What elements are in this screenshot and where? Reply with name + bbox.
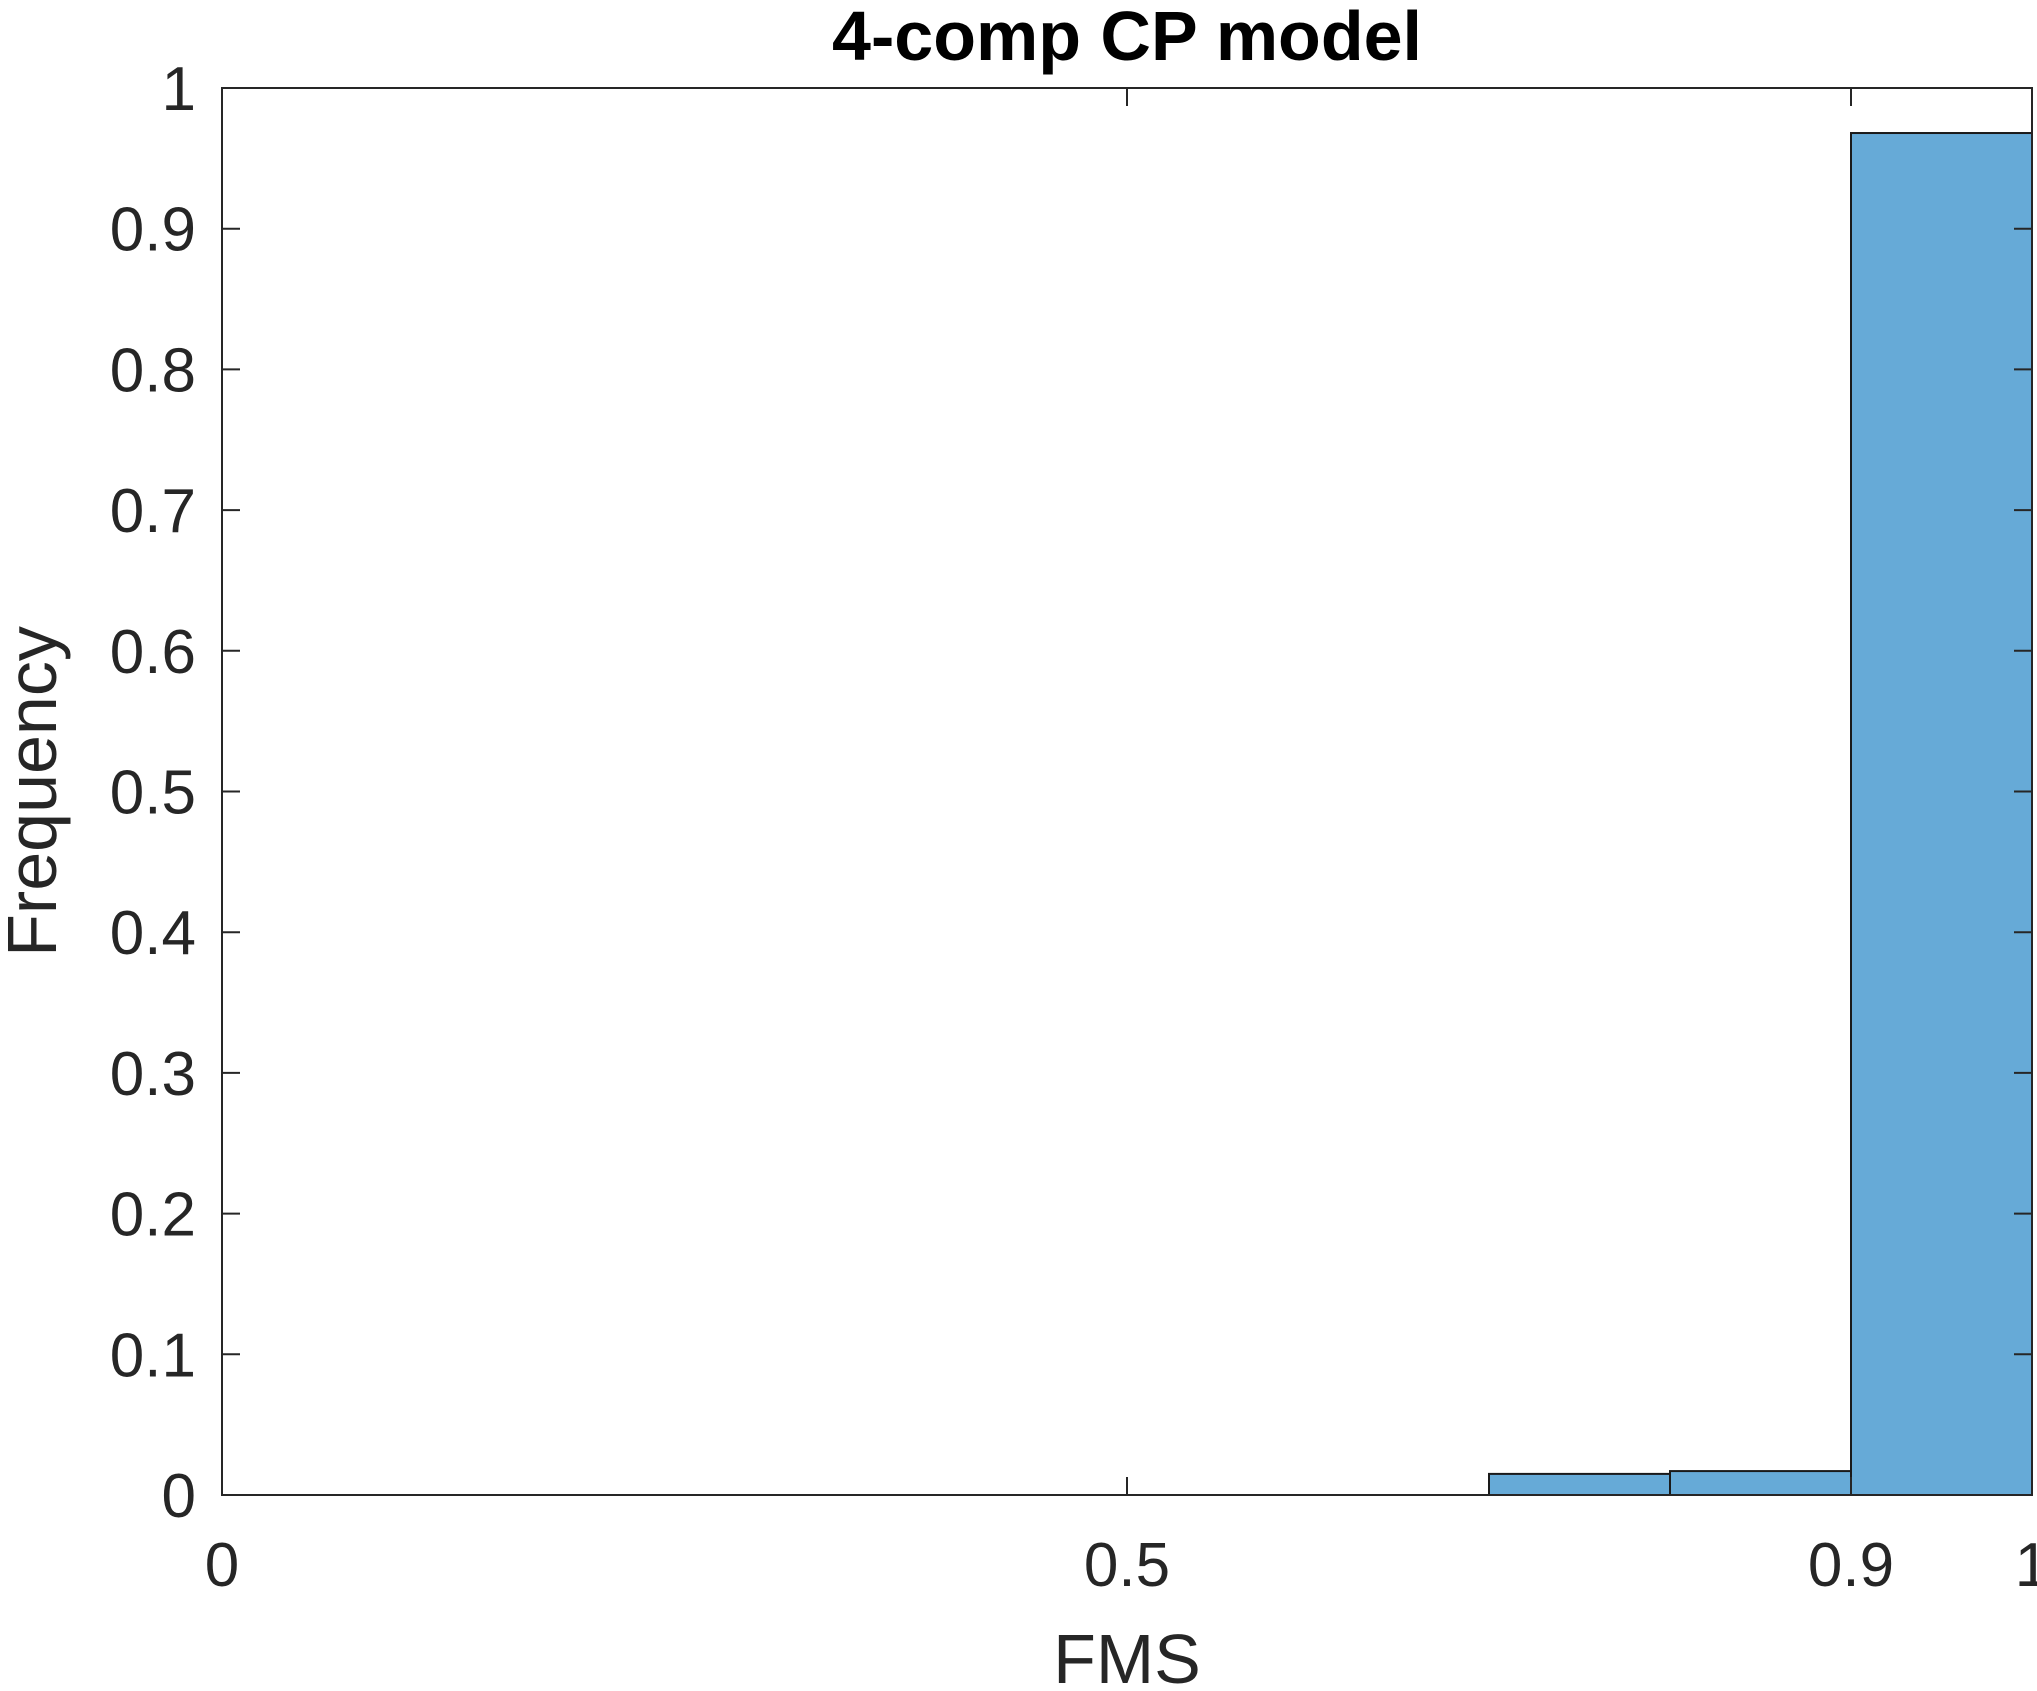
y-tick-label: 0.6 xyxy=(110,618,196,687)
y-tick-label: 0.1 xyxy=(110,1321,196,1390)
x-tick-label: 0.5 xyxy=(1084,1531,1170,1600)
y-tick-label: 0.5 xyxy=(110,759,196,828)
y-tick-label: 0.8 xyxy=(110,336,196,405)
y-tick-label: 0.7 xyxy=(110,477,196,546)
tick-labels-layer: 0 0.5 0.9 1 0 0.1 0.2 0.3 0.4 0.5 0.6 0.7 0.8 0.9 1 xyxy=(110,55,2037,1600)
x-tick-label: 0 xyxy=(205,1531,239,1600)
ticks-layer xyxy=(221,87,2033,1496)
x-tick-label: 1 xyxy=(2015,1531,2037,1600)
x-axis-label: FMS xyxy=(1053,1620,1201,1691)
y-tick-label: 0.3 xyxy=(110,1040,196,1109)
y-tick-label: 0.9 xyxy=(110,196,196,265)
x-tick-label: 0.9 xyxy=(1808,1531,1894,1600)
y-tick-label: 0 xyxy=(162,1462,196,1531)
plot-frame xyxy=(221,87,2033,1496)
y-tick-label: 1 xyxy=(162,55,196,124)
chart-title: 4-comp CP model xyxy=(832,0,1422,75)
histogram-bar-3 xyxy=(1850,132,2033,1496)
y-tick-label: 0.2 xyxy=(110,1181,196,1250)
y-axis-label: Frequency xyxy=(0,626,71,957)
bars-layer xyxy=(1488,132,2033,1497)
histogram-bar-1 xyxy=(1488,1472,1671,1497)
histogram-bar-2 xyxy=(1669,1470,1852,1497)
y-tick-label: 0.4 xyxy=(110,899,196,968)
